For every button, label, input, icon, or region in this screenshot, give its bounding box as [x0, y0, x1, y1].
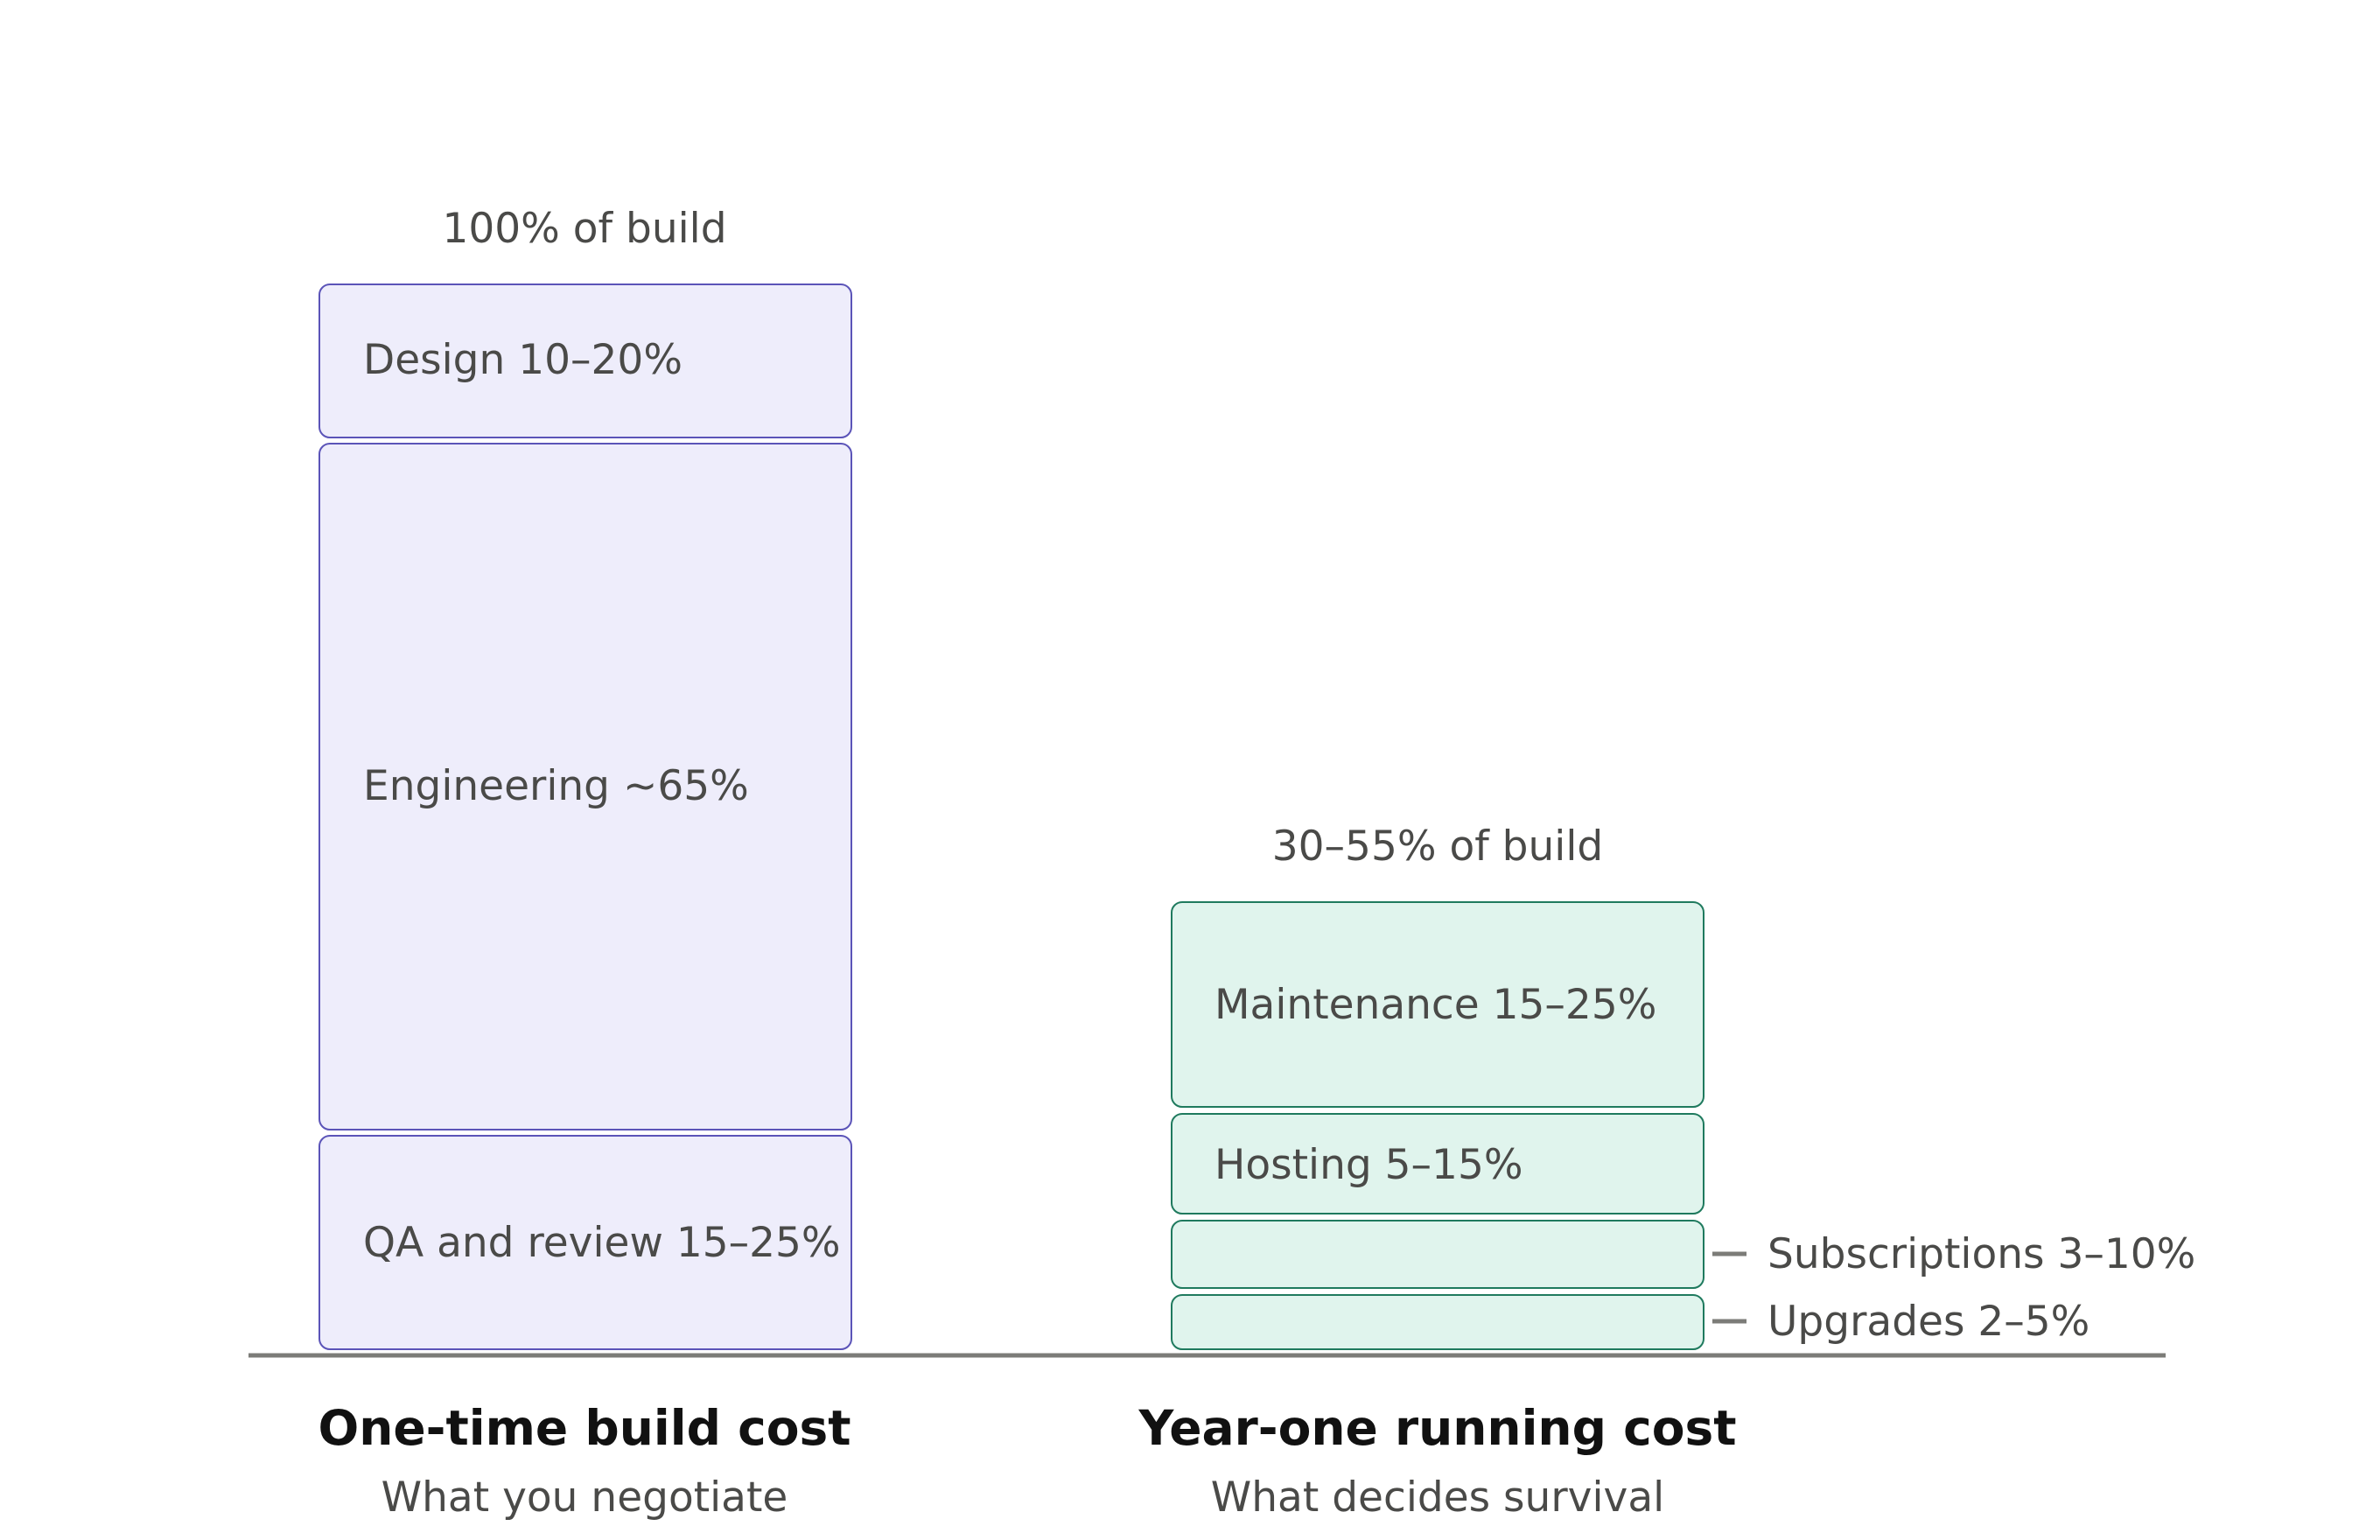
- running-segment-maintenance: Maintenance 15–25%: [1171, 901, 1704, 1108]
- build-segment-design-box: [318, 284, 852, 438]
- running-segment-upgrades: Upgrades 2–5%: [1171, 1294, 2090, 1350]
- build-cost-column: 100% of build Design 10–20% Engineering …: [318, 205, 852, 1522]
- build-segment-design: Design 10–20%: [318, 284, 852, 438]
- build-column-subtitle: What you negotiate: [382, 1474, 788, 1522]
- running-cost-column: 30–55% of build Maintenance 15–25% Hosti…: [1138, 822, 2195, 1522]
- running-segment-maintenance-box: [1171, 901, 1704, 1108]
- running-segment-hosting-box: [1171, 1113, 1704, 1214]
- build-segment-design-label: Design 10–20%: [363, 336, 682, 384]
- running-total-label: 30–55% of build: [1272, 822, 1604, 871]
- build-segment-qa-box: [318, 1135, 852, 1350]
- running-segment-hosting: Hosting 5–15%: [1171, 1113, 1704, 1214]
- running-column-subtitle: What decides survival: [1211, 1474, 1664, 1522]
- running-column-title: Year-one running cost: [1138, 1400, 1736, 1456]
- running-segment-upgrades-label: Upgrades 2–5%: [1768, 1298, 2090, 1346]
- running-segment-upgrades-box: [1171, 1294, 1704, 1350]
- build-column-title: One-time build cost: [318, 1400, 850, 1456]
- running-segment-maintenance-label: Maintenance 15–25%: [1214, 981, 1656, 1029]
- running-segment-subscriptions-label: Subscriptions 3–10%: [1768, 1230, 2195, 1278]
- build-segment-qa: QA and review 15–25%: [318, 1135, 852, 1350]
- running-segment-subscriptions-box: [1171, 1220, 1704, 1289]
- running-segment-subscriptions: Subscriptions 3–10%: [1171, 1220, 2195, 1289]
- build-segment-engineering-label: Engineering ~65%: [363, 762, 749, 810]
- build-segment-engineering-box: [318, 443, 852, 1130]
- build-segment-engineering: Engineering ~65%: [318, 443, 852, 1130]
- running-segment-hosting-label: Hosting 5–15%: [1214, 1141, 1523, 1189]
- build-segment-qa-label: QA and review 15–25%: [363, 1219, 841, 1267]
- build-total-label: 100% of build: [442, 205, 726, 253]
